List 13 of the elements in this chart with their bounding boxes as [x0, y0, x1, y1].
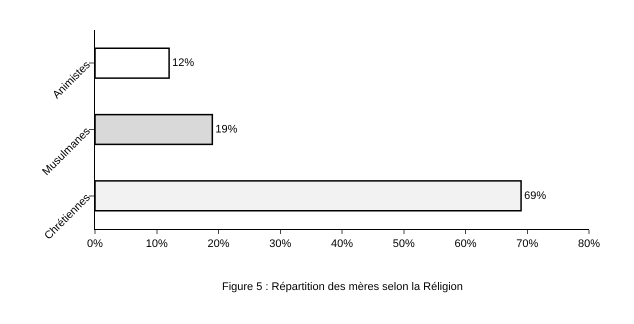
data-label: 69%	[524, 190, 546, 202]
data-label: 12%	[172, 57, 194, 70]
x-tick-label: 80%	[578, 238, 600, 250]
caption: Figure 5 : Répartition des mères selon la Réligion	[222, 281, 463, 293]
x-tick-label: 60%	[454, 238, 477, 250]
x-tick-label: 0%	[87, 238, 104, 250]
data-label: 19%	[215, 124, 238, 136]
x-tick-label: 30%	[269, 238, 292, 250]
x-tick-label: 10%	[146, 238, 168, 250]
x-tick-label: 20%	[207, 238, 230, 250]
x-tick-label: 70%	[516, 238, 538, 250]
x-tick-label: 50%	[392, 238, 415, 250]
x-tick-label: 40%	[330, 238, 354, 250]
